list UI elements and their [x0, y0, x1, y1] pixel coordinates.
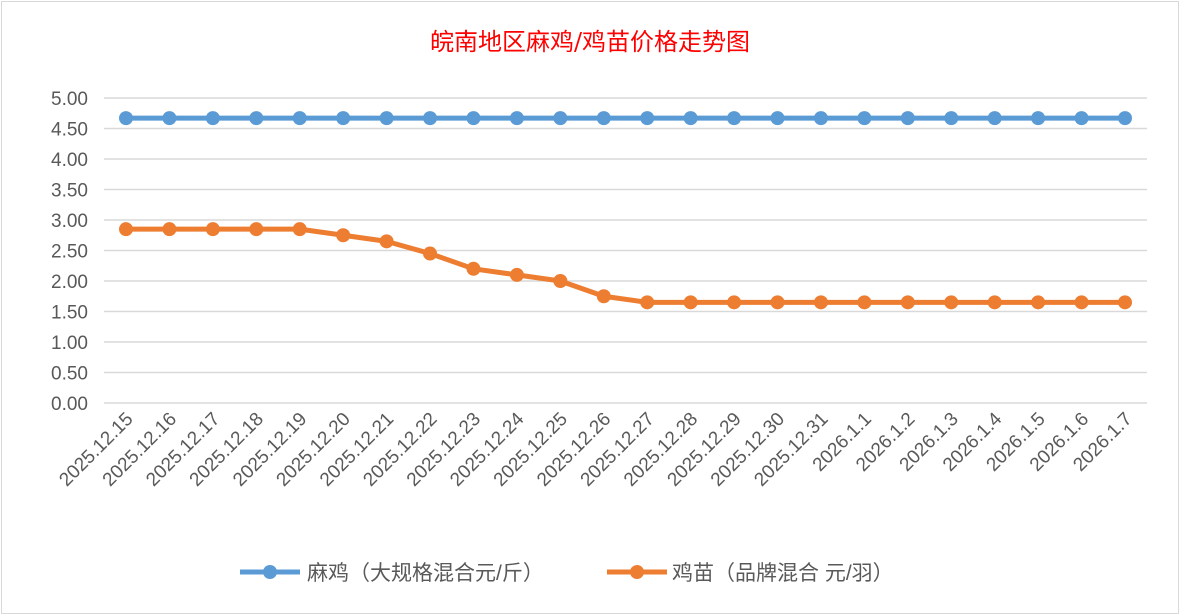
chart-title: 皖南地区麻鸡/鸡苗价格走势图: [430, 28, 750, 56]
data-point-1: [813, 295, 828, 310]
data-point-0: [379, 111, 394, 126]
data-point-0: [509, 111, 524, 126]
data-point-0: [1074, 111, 1089, 126]
data-point-1: [640, 295, 655, 310]
data-point-0: [1118, 111, 1132, 126]
legend-marker-0: [263, 565, 277, 579]
data-point-0: [205, 111, 220, 126]
y-tick-label: 4.00: [51, 150, 88, 171]
y-tick-label: 0.50: [51, 364, 88, 385]
data-point-1: [423, 246, 438, 261]
data-point-0: [119, 111, 133, 126]
data-point-1: [292, 222, 307, 237]
data-point-1: [553, 274, 568, 288]
data-point-1: [336, 228, 351, 243]
data-point-1: [1031, 295, 1046, 310]
legend-label-0: 麻鸡（大规格混合元/斤）: [307, 562, 544, 585]
y-tick-label: 0.00: [51, 394, 88, 415]
data-point-1: [683, 295, 698, 310]
data-point-1: [727, 295, 742, 310]
data-point-0: [249, 111, 264, 126]
data-point-1: [379, 234, 394, 249]
data-point-1: [205, 222, 220, 237]
data-point-1: [466, 261, 481, 276]
y-tick-label: 1.50: [51, 303, 88, 324]
data-point-0: [987, 111, 1002, 126]
legend-marker-1: [630, 565, 644, 579]
data-point-1: [596, 289, 611, 304]
data-point-0: [162, 111, 177, 126]
y-tick-label: 1.00: [51, 333, 88, 354]
data-point-0: [857, 111, 872, 126]
data-point-0: [466, 111, 481, 126]
data-point-0: [770, 111, 785, 126]
data-point-1: [944, 295, 959, 310]
data-point-1: [987, 295, 1002, 310]
data-point-0: [640, 111, 655, 126]
y-tick-label: 2.00: [51, 272, 88, 293]
y-tick-label: 4.50: [51, 120, 88, 141]
data-point-0: [596, 111, 611, 126]
data-point-0: [944, 111, 959, 126]
data-point-1: [509, 267, 524, 282]
y-tick-label: 2.50: [51, 242, 88, 263]
data-point-1: [162, 222, 177, 237]
y-tick-label: 5.00: [51, 89, 88, 110]
data-point-1: [900, 295, 915, 310]
data-point-0: [813, 111, 828, 126]
data-point-0: [292, 111, 307, 126]
data-point-1: [1074, 295, 1089, 310]
series-line-1: [126, 226, 1125, 305]
data-point-1: [857, 295, 872, 310]
data-point-0: [553, 111, 568, 126]
legend-label-1: 鸡苗（品牌混合 元/羽）: [672, 562, 894, 585]
data-point-1: [249, 222, 264, 237]
data-point-0: [423, 111, 438, 126]
data-point-0: [336, 111, 351, 126]
data-point-0: [900, 111, 915, 126]
data-point-0: [1031, 111, 1046, 126]
data-point-1: [1118, 295, 1132, 310]
y-tick-label: 3.50: [51, 181, 88, 202]
data-point-0: [727, 111, 742, 126]
data-point-1: [770, 295, 785, 310]
data-point-1: [119, 222, 133, 237]
data-point-0: [683, 111, 698, 126]
y-tick-label: 3.00: [51, 211, 88, 232]
